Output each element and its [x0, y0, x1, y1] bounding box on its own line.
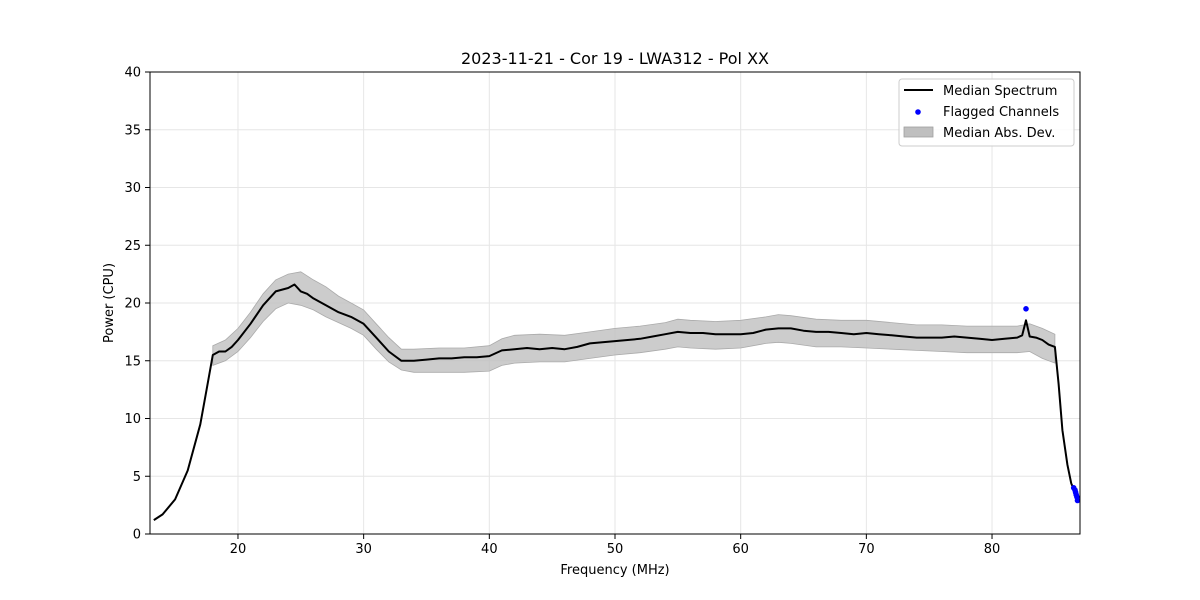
flagged-channel-point — [1074, 497, 1081, 504]
y-tick-label: 15 — [124, 354, 141, 369]
x-tick-label: 70 — [858, 542, 875, 557]
flagged-channel-point — [1023, 306, 1029, 312]
y-tick-label: 25 — [124, 239, 141, 254]
mad-band-layer — [212, 271, 1056, 373]
x-axis-ticks: 20 30 40 50 60 70 80 — [230, 534, 1001, 557]
y-axis-label: Power (CPU) — [102, 263, 117, 343]
median-spectrum-line — [153, 283, 1079, 521]
legend-label-mad: Median Abs. Dev. — [943, 126, 1055, 141]
legend-point-swatch — [915, 109, 921, 115]
y-tick-label: 0 — [133, 528, 141, 543]
y-tick-label: 5 — [133, 470, 141, 485]
chart-title: 2023-11-21 - Cor 19 - LWA312 - Pol XX — [461, 49, 769, 68]
y-axis-ticks: 0 5 10 15 20 25 30 35 40 — [124, 66, 150, 543]
median-line-layer — [153, 283, 1079, 521]
legend-label-median: Median Spectrum — [943, 84, 1057, 99]
legend-band-swatch — [903, 126, 934, 138]
legend-box — [898, 78, 1075, 147]
y-tick-label: 20 — [124, 297, 141, 312]
y-tick-label: 35 — [124, 123, 141, 138]
x-tick-label: 30 — [355, 542, 372, 557]
legend-label-flagged: Flagged Channels — [943, 105, 1059, 120]
y-tick-label: 10 — [124, 412, 141, 427]
y-tick-label: 40 — [124, 66, 141, 81]
x-axis-label: Frequency (MHz) — [560, 563, 669, 578]
y-tick-label: 30 — [124, 181, 141, 196]
x-tick-label: 80 — [984, 542, 1001, 557]
x-tick-label: 50 — [607, 542, 624, 557]
x-tick-label: 40 — [481, 542, 498, 557]
legend: Median Spectrum Flagged Channels Median … — [898, 78, 1075, 147]
mad-band — [212, 271, 1056, 373]
x-tick-label: 60 — [732, 542, 749, 557]
x-tick-label: 20 — [230, 542, 247, 557]
flagged-points-layer — [1023, 306, 1081, 504]
